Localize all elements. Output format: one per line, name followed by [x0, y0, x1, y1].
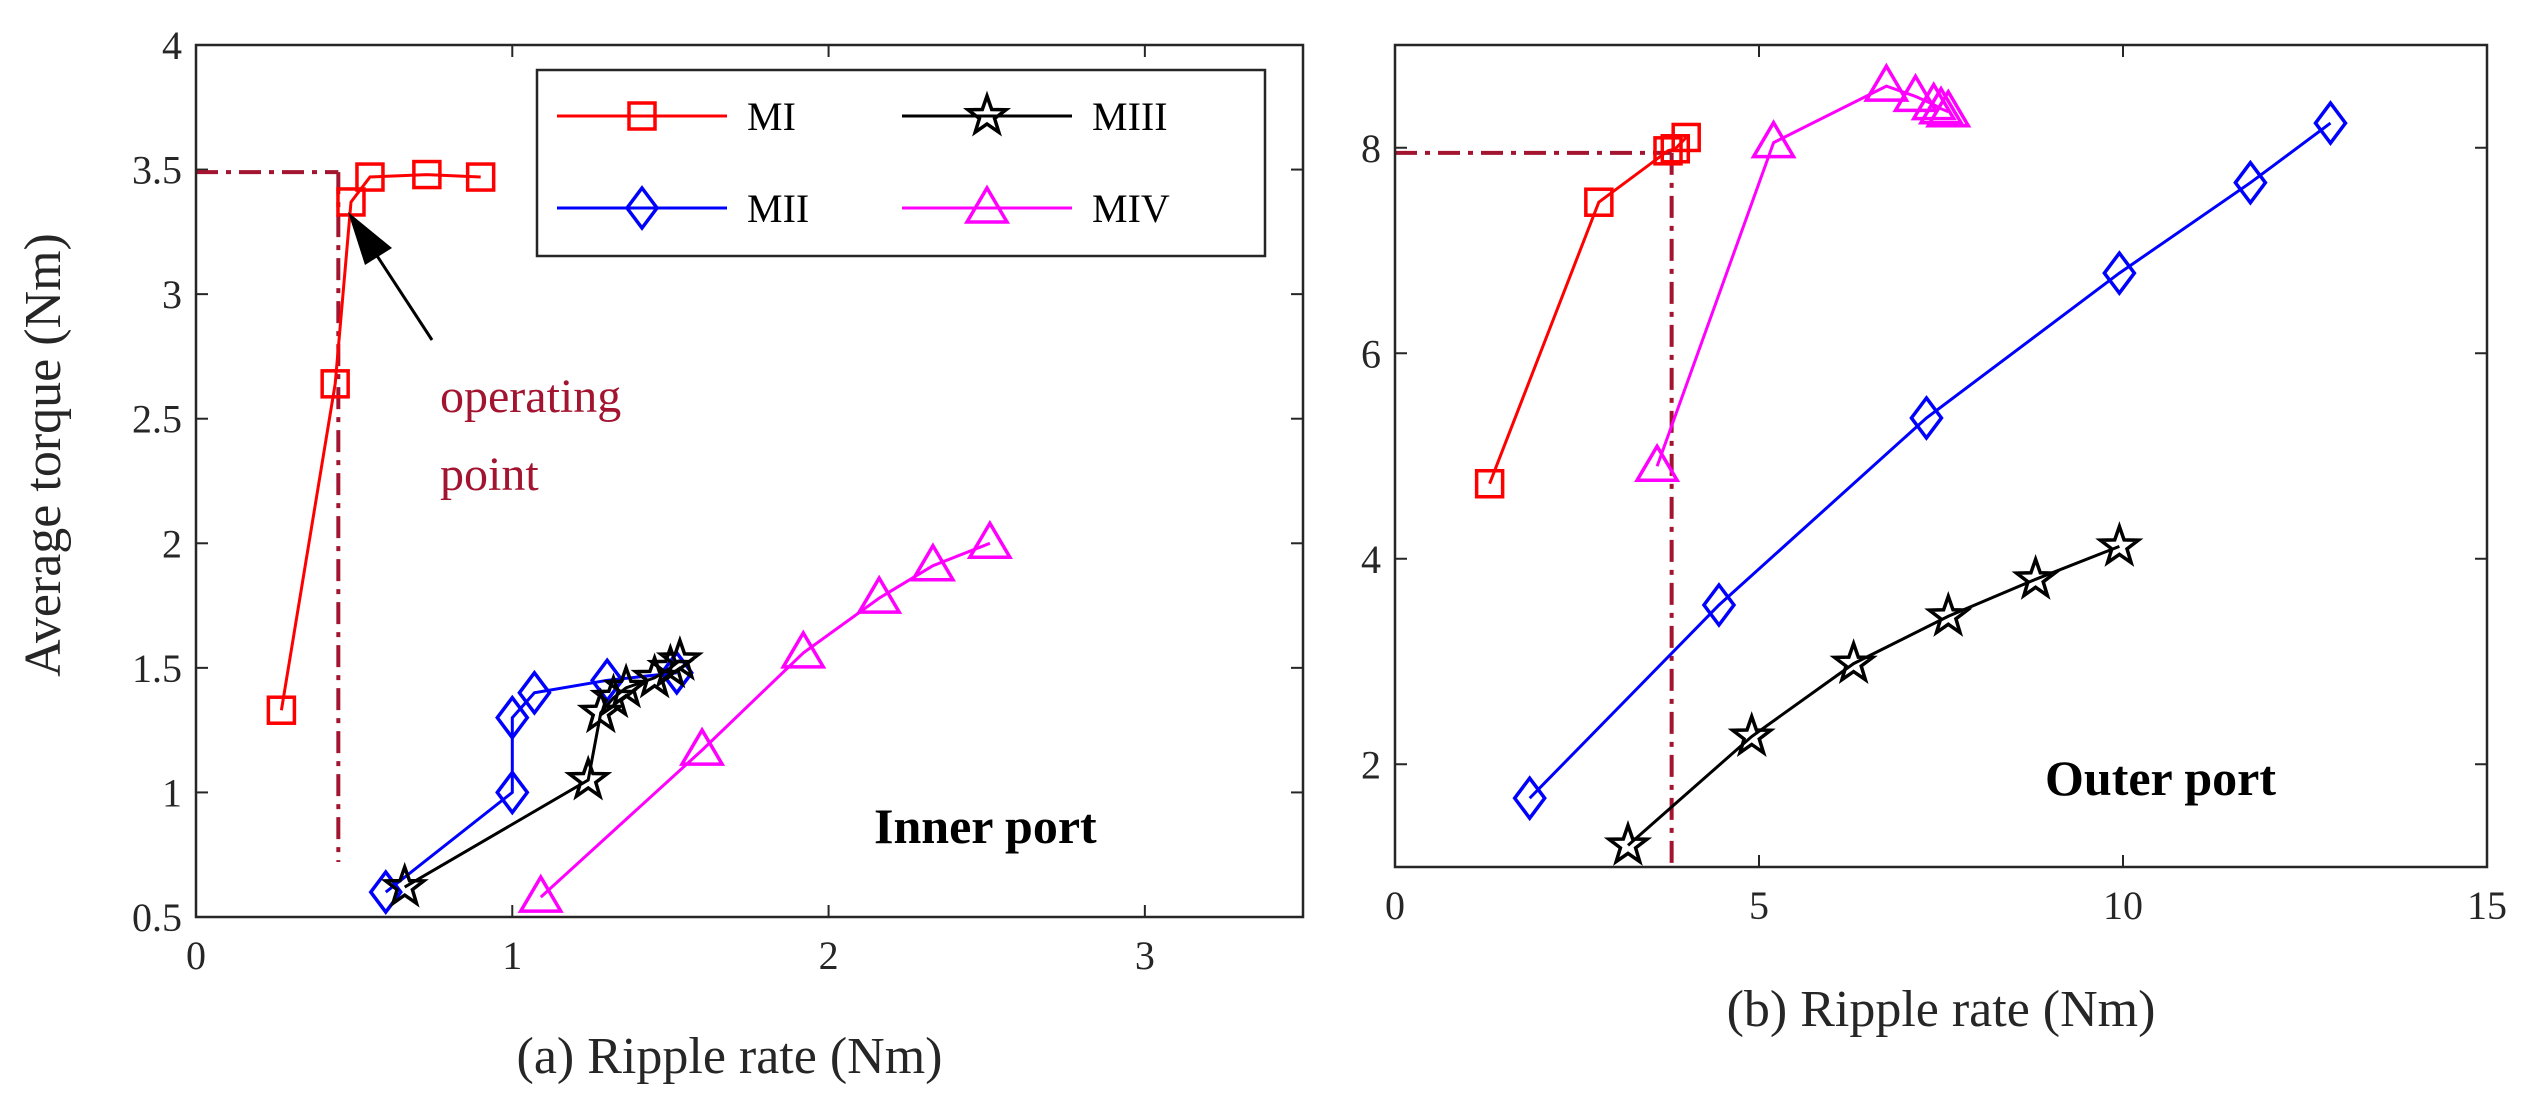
data-point-miv: [1917, 85, 1965, 125]
legend: MI MIII MII MIV: [535, 68, 1267, 258]
legend-marker-miv: [963, 184, 1011, 224]
legend-label-mi: MI: [747, 94, 796, 139]
data-point-miii: [2095, 521, 2144, 567]
panel-a-y-label: Average torque (Nm): [15, 233, 72, 677]
data-point-miv: [780, 629, 827, 669]
data-point-mi: [320, 369, 350, 399]
panel-b-port-label: Outer port: [2045, 750, 2276, 806]
y-tick-label: 1.5: [132, 646, 182, 691]
data-point-miv: [1863, 62, 1910, 102]
y-tick-label: 3.5: [132, 148, 182, 193]
series-line-mii: [1528, 121, 2332, 800]
series-line-mi: [279, 173, 481, 711]
panel-a-x-label: (a) Ripple rate (Nm): [517, 1028, 943, 1085]
y-tick-label: 8: [1361, 126, 1381, 171]
legend-label-miii: MIII: [1092, 94, 1168, 139]
data-point-mi: [1474, 468, 1505, 499]
series-line-mi: [1488, 136, 1688, 485]
data-point-miii: [1829, 638, 1878, 684]
data-point-mi: [355, 162, 385, 192]
y-tick-label: 2: [162, 521, 182, 566]
x-tick-label: 1: [502, 933, 522, 978]
data-point-miv: [909, 542, 957, 582]
y-tick-label: 1: [162, 770, 182, 815]
series-line-mii: [384, 671, 677, 894]
operating-point-arrow: [368, 244, 434, 341]
data-point-mi: [266, 695, 297, 725]
legend-label-miv: MIV: [1092, 186, 1170, 231]
data-point-mi: [465, 162, 496, 192]
data-point-mii: [517, 669, 552, 716]
data-point-mii: [2233, 159, 2268, 206]
data-point-miv: [678, 726, 726, 766]
data-point-mii: [495, 769, 530, 816]
data-point-miii: [564, 754, 613, 801]
panel-a-port-label: Inner port: [874, 798, 1097, 854]
panel-a-axes-box: [194, 43, 1305, 919]
data-point-miv: [1892, 72, 1939, 113]
data-point-miii: [1924, 590, 1973, 637]
data-point-mii: [1701, 582, 1737, 628]
data-point-miv: [856, 574, 903, 614]
data-point-miii: [2011, 553, 2060, 600]
panel-b: 0 5 10 15 2 4 6 8 (b) Ripple rate (Nm) Outer po…: [1361, 43, 2507, 1038]
data-point-miv: [517, 873, 564, 913]
panel-b-axes-box: [1393, 43, 2489, 869]
data-point-mii: [2313, 100, 2348, 147]
x-tick-label: 3: [1135, 933, 1155, 978]
y-tick-label: 6: [1361, 331, 1381, 376]
data-point-miii: [655, 635, 704, 681]
data-point-mii: [495, 694, 530, 741]
y-tick-label: 2.5: [132, 397, 182, 442]
y-tick-label: 0.5: [132, 895, 182, 940]
x-tick-label: 5: [1749, 883, 1769, 928]
panel-b-x-label: (b) Ripple rate (Nm): [1727, 981, 2156, 1038]
series-line-miv: [1655, 84, 1949, 467]
data-point-mii: [368, 869, 403, 916]
data-point-miv: [966, 519, 1013, 560]
data-point-miii: [1727, 711, 1776, 758]
data-point-mii: [1512, 775, 1547, 822]
y-tick-label: 4: [1361, 537, 1381, 582]
operating-point-label-line1: operating: [440, 370, 621, 423]
legend-marker-miii: [962, 90, 1012, 137]
operating-point-arrowhead: [348, 212, 392, 265]
data-point-mi: [412, 159, 442, 190]
data-point-miv: [1750, 119, 1797, 159]
data-point-miii: [1603, 820, 1653, 866]
data-point-miii: [380, 861, 429, 908]
legend-marker-mi: [627, 101, 657, 131]
data-point-mii: [1909, 395, 1944, 441]
panel-a: 0 1 2 3 0.5 1 1.5 2 2.5 3 3.5 4 (a) Ripple rate (Nm…: [15, 23, 1305, 1085]
x-tick-label: 2: [819, 933, 839, 978]
data-point-miii: [602, 662, 651, 709]
x-tick-label: 0: [186, 933, 206, 978]
data-point-mi: [1584, 187, 1614, 217]
x-tick-label: 0: [1385, 883, 1405, 928]
series-line-miii: [403, 659, 681, 889]
legend-label-mii: MII: [747, 186, 809, 231]
legend-box: [535, 68, 1267, 258]
y-tick-label: 2: [1361, 742, 1381, 787]
data-point-miv: [1634, 442, 1681, 483]
operating-point-label-line2: point: [440, 448, 539, 501]
data-point-mi: [1671, 122, 1701, 153]
y-tick-label: 4: [162, 23, 182, 68]
x-tick-label: 10: [2103, 883, 2143, 928]
y-tick-label: 3: [162, 272, 182, 317]
data-point-mii: [2102, 250, 2137, 297]
x-tick-label: 15: [2467, 883, 2507, 928]
operating-point-annotation: operating point: [348, 212, 621, 501]
data-point-miv: [1925, 88, 1972, 128]
legend-marker-mii: [624, 185, 660, 231]
